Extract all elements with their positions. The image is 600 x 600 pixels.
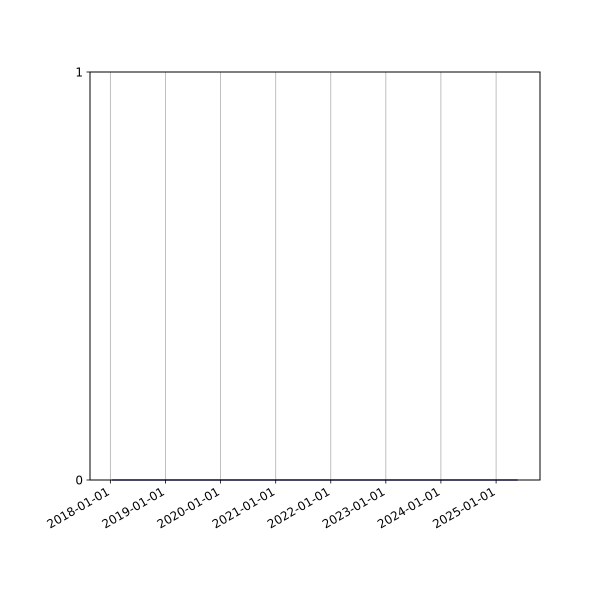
x-axis: 2018-01-012019-01-012020-01-012021-01-01… — [44, 480, 498, 531]
y-axis: 01 — [75, 66, 90, 488]
y-tick-label: 0 — [75, 474, 83, 488]
plot-frame — [89, 71, 541, 481]
grid — [109, 72, 497, 480]
x-tick-label: 2025-01-01 — [430, 484, 497, 531]
y-tick-label: 1 — [75, 66, 83, 80]
